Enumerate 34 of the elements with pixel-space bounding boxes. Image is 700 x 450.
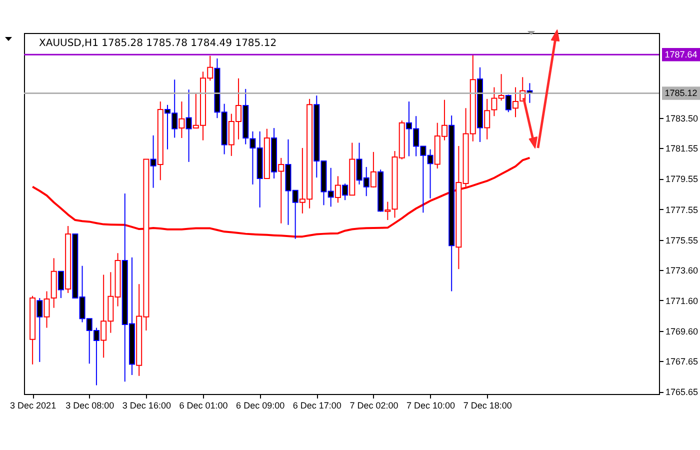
x-tick-label: 6 Dec 17:00 [292, 400, 342, 410]
y-tick-label: 1769.60 [666, 326, 698, 337]
candlestick [384, 201, 391, 221]
x-tick-label: 3 Dec 2021 [10, 400, 56, 410]
x-tick-label: 6 Dec 09:00 [236, 400, 285, 410]
x-tick-label: 7 Dec 18:00 [463, 400, 512, 410]
candlestick [36, 298, 43, 362]
y-tick-label: 1781.55 [666, 143, 698, 154]
ref-line-label: 1787.64 [664, 50, 698, 60]
x-tick-label: 7 Dec 10:00 [406, 400, 456, 410]
candlestick [186, 89, 192, 162]
y-tick-label: 1777.55 [666, 204, 698, 215]
candlestick [178, 101, 185, 139]
ref-line-label: 1785.12 [664, 88, 698, 98]
y-tick-label: 1779.55 [666, 174, 698, 184]
x-tick-label: 7 Dec 02:00 [350, 400, 398, 410]
y-tick-label: 1783.50 [666, 114, 698, 124]
x-tick-label: 6 Dec 01:00 [179, 400, 228, 410]
y-tick-label: 1771.60 [666, 296, 698, 306]
candlestick [150, 134, 156, 188]
y-tick-label: 1775.55 [666, 235, 698, 246]
y-tick-label: 1765.65 [666, 387, 698, 398]
chart-title: XAUUSD,H1 1785.28 1785.78 1784.49 1785.12 [39, 38, 277, 49]
candlestick [334, 176, 341, 204]
candlestick [58, 270, 64, 299]
x-tick-label: 3 Dec 08:00 [66, 400, 114, 410]
candlestick [278, 157, 284, 224]
candlestick [342, 183, 348, 201]
x-tick-label: 3 Dec 16:00 [122, 400, 171, 410]
y-tick-label: 1767.65 [666, 356, 698, 367]
y-tick-label: 1773.60 [666, 265, 698, 276]
candlestick [44, 290, 50, 328]
candlestick [370, 151, 376, 188]
candlestick [505, 94, 512, 113]
